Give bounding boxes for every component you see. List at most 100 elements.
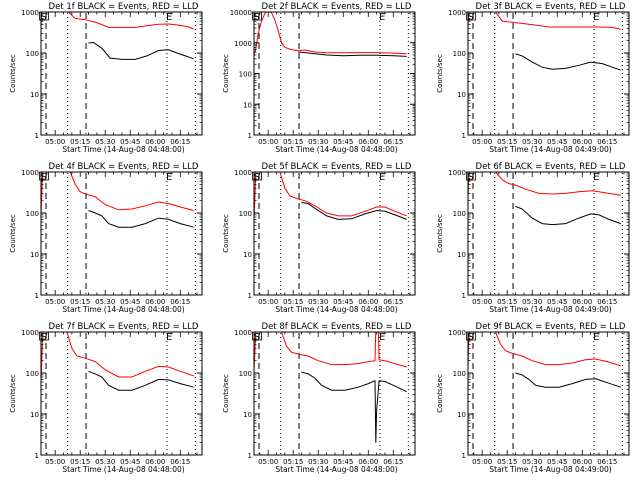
x-tick-label: 05:45 <box>333 138 353 146</box>
x-tick-label: 05:45 <box>547 458 567 466</box>
y-tick-label: 10 <box>457 411 466 419</box>
y-tick-label: 10000 <box>230 9 252 17</box>
lld-series-line <box>254 172 407 218</box>
x-tick-label: 06:15 <box>383 298 403 306</box>
detector-panel: Det 4f BLACK = Events, RED = LLD Counts/s… <box>9 162 203 314</box>
detector-panel: Det 1f BLACK = Events, RED = LLD Counts/s… <box>9 2 203 154</box>
lld-series-line <box>468 332 621 369</box>
detector-panel: Det 5f BLACK = Events, RED = LLD Counts/s… <box>222 162 416 314</box>
y-tick-label: 1 <box>248 292 252 300</box>
events-series-line <box>515 53 621 71</box>
x-tick-label: 05:15 <box>70 138 90 146</box>
x-tick-label: 05:45 <box>333 458 353 466</box>
plot-frame <box>253 171 416 296</box>
plot-frame <box>40 171 203 296</box>
y-tick-label: 10 <box>30 411 39 419</box>
x-axis-label: Start Time (14-Aug-08 04:48:00) <box>275 305 397 314</box>
events-series-line <box>298 51 407 57</box>
y-tick-label: 10 <box>457 251 466 259</box>
y-tick-label: 10 <box>457 91 466 99</box>
events-series-line <box>88 41 194 60</box>
end-marker: E <box>593 332 599 343</box>
x-tick-label: 05:00 <box>45 138 65 146</box>
y-tick-label: 100 <box>26 210 39 218</box>
y-tick-label: 1000 <box>21 329 39 337</box>
x-tick-label: 05:45 <box>120 138 140 146</box>
x-tick-label: 05:15 <box>70 298 90 306</box>
x-axis-label: Start Time (14-Aug-08 04:48:00) <box>62 145 184 154</box>
x-tick-label: 06:00 <box>358 138 378 146</box>
x-tick-label: 05:15 <box>283 138 303 146</box>
x-tick-label: 05:45 <box>547 138 567 146</box>
y-tick-label: 10 <box>243 101 252 109</box>
x-tick-label: 05:00 <box>472 458 492 466</box>
x-tick-label: 06:00 <box>572 458 592 466</box>
y-tick-label: 1 <box>462 292 466 300</box>
end-marker: E <box>379 12 385 23</box>
lld-series-line <box>254 12 407 56</box>
plot-frame <box>40 331 203 456</box>
y-tick-label: 1 <box>35 132 39 140</box>
y-tick-label: 10 <box>30 251 39 259</box>
x-tick-label: 06:00 <box>358 458 378 466</box>
x-tick-label: 05:30 <box>308 138 328 146</box>
lld-series-line <box>41 12 194 30</box>
x-tick-label: 06:15 <box>383 458 403 466</box>
detector-panel: Det 9f BLACK = Events, RED = LLD Counts/s… <box>436 322 630 474</box>
x-axis-label: Start Time (14-Aug-08 04:48:00) <box>62 305 184 314</box>
x-tick-label: 05:00 <box>472 298 492 306</box>
start-marker: S <box>468 12 474 23</box>
plot-title: Det 1f BLACK = Events, RED = LLD <box>49 2 199 12</box>
y-tick-label: 10 <box>243 251 252 259</box>
y-tick-label: 100 <box>453 370 466 378</box>
events-series-line <box>88 210 194 228</box>
x-tick-label: 05:30 <box>95 298 115 306</box>
plot-title: Det 5f BLACK = Events, RED = LLD <box>262 162 412 172</box>
lld-series-line <box>468 12 621 30</box>
start-marker: S <box>254 332 260 343</box>
x-tick-label: 05:30 <box>95 458 115 466</box>
x-tick-label: 06:15 <box>170 298 190 306</box>
x-tick-label: 05:00 <box>258 138 278 146</box>
x-tick-label: 06:15 <box>597 458 617 466</box>
x-tick-label: 05:30 <box>308 298 328 306</box>
x-tick-label: 05:00 <box>45 298 65 306</box>
end-marker: E <box>379 332 385 343</box>
plot-frame <box>40 11 203 136</box>
detector-panel: Det 7f BLACK = Events, RED = LLD Counts/s… <box>9 322 203 474</box>
x-tick-label: 05:15 <box>497 458 517 466</box>
y-tick-label: 1 <box>248 132 252 140</box>
x-axis-label: Start Time (14-Aug-08 04:48:00) <box>62 465 184 474</box>
events-series-line <box>515 372 621 388</box>
detector-panel: Det 2f BLACK = Events, RED = LLD Counts/s… <box>222 2 416 154</box>
y-axis-label: Counts/sec <box>222 214 230 253</box>
events-series-line <box>301 371 407 443</box>
x-tick-label: 05:15 <box>70 458 90 466</box>
start-marker: S <box>41 332 47 343</box>
plot-title: Det 6f BLACK = Events, RED = LLD <box>476 162 626 172</box>
plot-title: Det 7f BLACK = Events, RED = LLD <box>49 322 199 332</box>
end-marker: E <box>593 12 599 23</box>
end-marker: E <box>166 172 172 183</box>
x-tick-label: 06:15 <box>597 298 617 306</box>
start-marker: S <box>41 12 47 23</box>
y-tick-label: 1 <box>462 452 466 460</box>
x-tick-label: 05:45 <box>333 298 353 306</box>
y-axis-label: Counts/sec <box>222 54 230 93</box>
x-tick-label: 06:15 <box>383 138 403 146</box>
y-tick-label: 100 <box>453 50 466 58</box>
y-tick-label: 1000 <box>234 40 252 48</box>
x-tick-label: 06:00 <box>572 138 592 146</box>
x-tick-label: 05:15 <box>497 298 517 306</box>
x-tick-label: 05:30 <box>522 298 542 306</box>
x-tick-label: 06:00 <box>572 298 592 306</box>
y-axis-label: Counts/sec <box>9 54 17 93</box>
end-marker: E <box>166 12 172 23</box>
x-axis-label: Start Time (14-Aug-08 04:49:00) <box>489 305 611 314</box>
events-series-line <box>88 370 194 391</box>
x-tick-label: 05:30 <box>308 458 328 466</box>
x-tick-label: 06:15 <box>170 138 190 146</box>
plot-frame <box>467 171 630 296</box>
x-tick-label: 05:45 <box>120 298 140 306</box>
